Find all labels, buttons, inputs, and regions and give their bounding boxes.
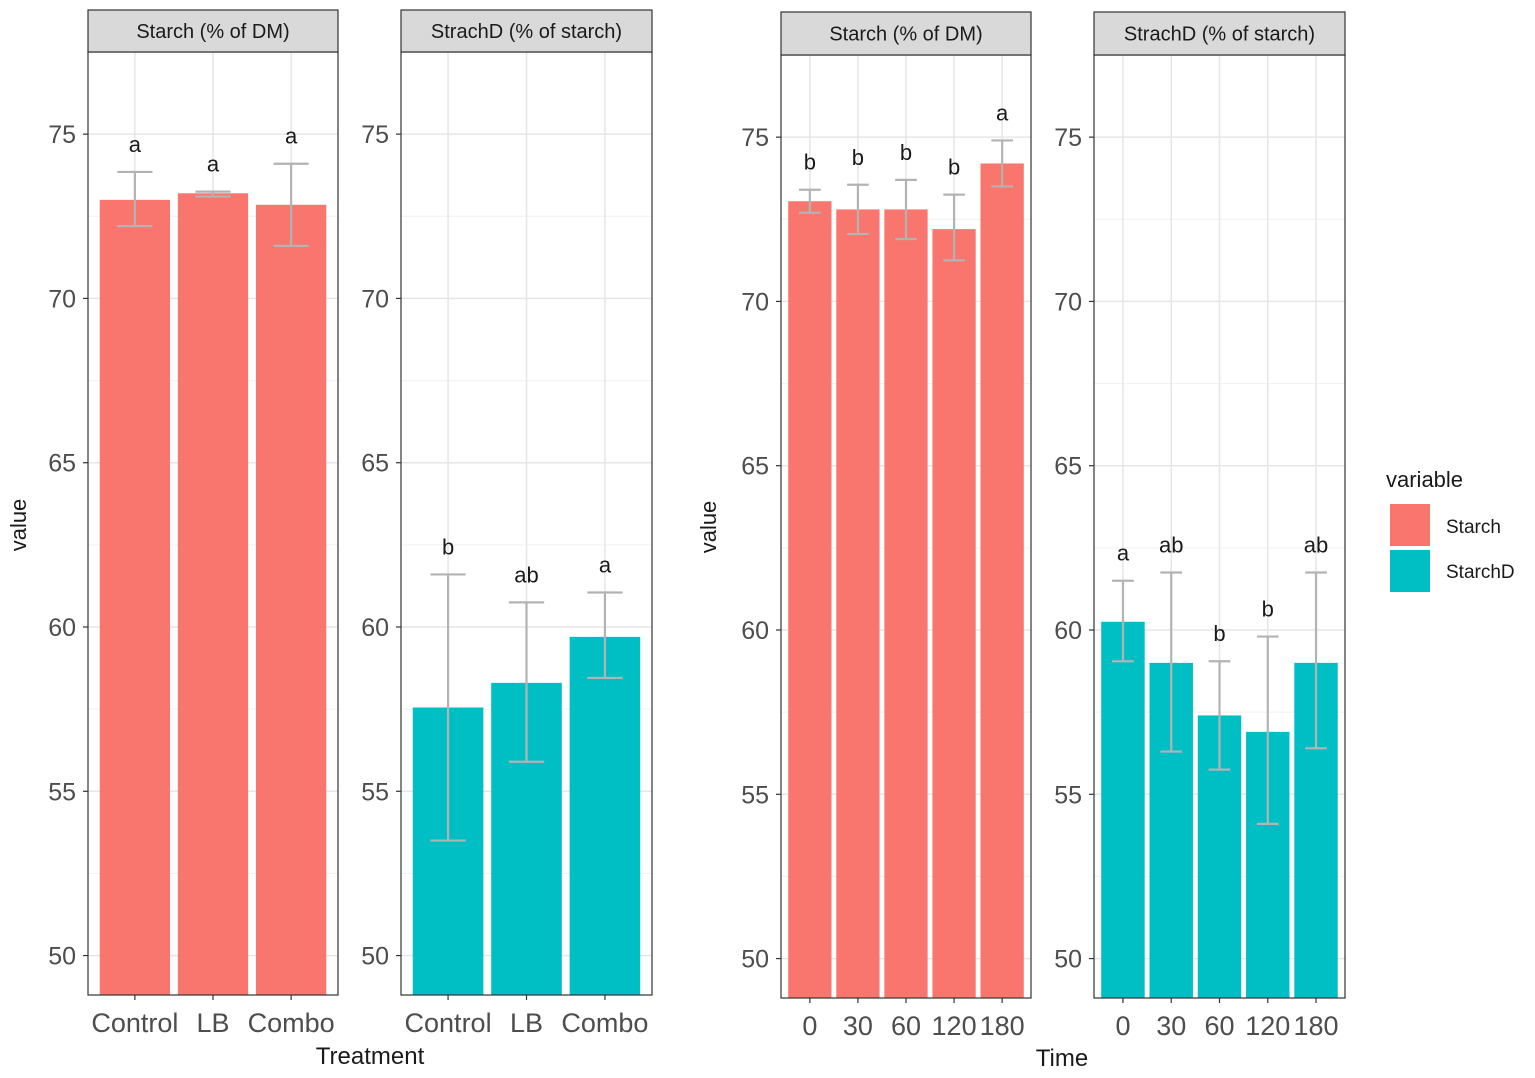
legend-label-starch: Starch bbox=[1446, 517, 1501, 538]
panel4-y-tick-label: 60 bbox=[1054, 617, 1082, 645]
panel4-strip-title: StrachD (% of starch) bbox=[1124, 24, 1315, 46]
panel2-bar-Combo bbox=[569, 636, 641, 995]
panel3-bar-0 bbox=[788, 201, 832, 998]
panel1-significance-letter: a bbox=[207, 152, 220, 177]
legend-label-starchd: StarchD bbox=[1446, 562, 1515, 583]
panel3-y-tick-label: 65 bbox=[741, 453, 769, 481]
panel3-x-tick-label: 180 bbox=[980, 1011, 1025, 1041]
panel3-significance-letter: b bbox=[804, 150, 816, 175]
panel4-significance-letter: a bbox=[1117, 541, 1130, 566]
panel3-x-tick-label: 0 bbox=[802, 1011, 817, 1041]
panel4-x-tick-label: 0 bbox=[1115, 1011, 1130, 1041]
panel1-x-tick-label: Combo bbox=[248, 1008, 335, 1038]
panel4-x-tick-label: 180 bbox=[1294, 1011, 1339, 1041]
panel1-y-tick-label: 55 bbox=[48, 778, 76, 806]
panel2-x-tick-label: LB bbox=[510, 1008, 543, 1038]
panel1-strip-title: Starch (% of DM) bbox=[136, 21, 289, 43]
panel2-y-tick-label: 70 bbox=[361, 285, 389, 313]
panel1-y-tick-label: 60 bbox=[48, 614, 76, 642]
panel3-x-tick-label: 60 bbox=[891, 1011, 921, 1041]
panel3-x-tick-label: 30 bbox=[843, 1011, 873, 1041]
panel3-strip-title: Starch (% of DM) bbox=[829, 24, 982, 46]
panel2-y-tick-label: 50 bbox=[361, 943, 389, 971]
panel1-bar-LB bbox=[177, 193, 249, 996]
panel4-y-tick-label: 75 bbox=[1054, 124, 1082, 152]
panel2-y-tick-label: 65 bbox=[361, 450, 389, 478]
panel3-y-tick-label: 50 bbox=[741, 946, 769, 974]
panel1-y-tick-label: 50 bbox=[48, 943, 76, 971]
panel4-x-tick-label: 120 bbox=[1245, 1011, 1290, 1041]
panel2-significance-letter: b bbox=[442, 534, 454, 559]
panel1-y-tick-label: 75 bbox=[48, 121, 76, 149]
panel3-bar-120 bbox=[932, 229, 976, 999]
right-x-axis-title: Time bbox=[1036, 1045, 1088, 1072]
legend-swatch-starch bbox=[1390, 504, 1430, 546]
panel4-significance-letter: b bbox=[1262, 597, 1274, 622]
panel1-x-tick-label: LB bbox=[196, 1008, 229, 1038]
panel2-x-tick-label: Control bbox=[405, 1008, 492, 1038]
panel3-y-tick-label: 60 bbox=[741, 617, 769, 645]
panel3-significance-letter: a bbox=[996, 100, 1009, 125]
panel2-strip-title: StrachD (% of starch) bbox=[431, 21, 622, 43]
left-y-axis-title: value bbox=[6, 499, 31, 552]
panel4-strip bbox=[1093, 11, 1346, 56]
panel3-bar-30 bbox=[836, 209, 880, 998]
panels-layer: 50 55 60 65 70 75 a a a Starch (% of DM) Control LB… bbox=[48, 9, 1346, 1041]
panel1-y-tick-label: 65 bbox=[48, 450, 76, 478]
legend-title: variable bbox=[1386, 467, 1463, 492]
panel4-x-tick-label: 60 bbox=[1204, 1011, 1234, 1041]
panel1-significance-letter: a bbox=[129, 132, 142, 157]
panel1-x-tick-label: Control bbox=[91, 1008, 178, 1038]
panel4-significance-letter: ab bbox=[1304, 533, 1328, 558]
legend-swatch-starchd bbox=[1390, 550, 1430, 592]
panel4-bar-0 bbox=[1101, 621, 1145, 998]
panel4-y-tick-label: 50 bbox=[1054, 946, 1082, 974]
panel2-significance-letter: ab bbox=[514, 562, 538, 587]
panel4-y-tick-label: 70 bbox=[1054, 288, 1082, 316]
panel2-y-tick-label: 55 bbox=[361, 778, 389, 806]
panel3-strip bbox=[780, 11, 1032, 56]
panel3-significance-letter: b bbox=[948, 155, 960, 180]
panel3-x-tick-label: 120 bbox=[932, 1011, 977, 1041]
panel2-significance-letter: a bbox=[599, 553, 612, 578]
panel3-bar-60 bbox=[884, 209, 928, 998]
panel2-strip bbox=[400, 9, 653, 53]
panel1-bar-Control bbox=[99, 199, 171, 995]
panel4-x-tick-label: 30 bbox=[1156, 1011, 1186, 1041]
panel3-y-tick-label: 55 bbox=[741, 781, 769, 809]
panel3-bar-180 bbox=[980, 163, 1024, 998]
panel1-bar-Combo bbox=[255, 204, 327, 996]
panel1-strip bbox=[87, 9, 339, 53]
panel3-significance-letter: b bbox=[852, 145, 864, 170]
panel4-significance-letter: ab bbox=[1159, 533, 1183, 558]
panel3-y-tick-label: 75 bbox=[741, 124, 769, 152]
panel4-y-tick-label: 55 bbox=[1054, 781, 1082, 809]
panel3-significance-letter: b bbox=[900, 140, 912, 165]
panel4-significance-letter: b bbox=[1213, 621, 1225, 646]
panel2-y-tick-label: 75 bbox=[361, 121, 389, 149]
panel1-significance-letter: a bbox=[285, 124, 298, 149]
panel1-y-tick-label: 70 bbox=[48, 285, 76, 313]
panel3-y-tick-label: 70 bbox=[741, 288, 769, 316]
panel4-y-tick-label: 65 bbox=[1054, 453, 1082, 481]
right-y-axis-title: value bbox=[696, 501, 721, 554]
panel2-y-tick-label: 60 bbox=[361, 614, 389, 642]
panel2-x-tick-label: Combo bbox=[561, 1008, 648, 1038]
legend: variable Starch StarchD bbox=[1386, 467, 1515, 592]
left-x-axis-title: Treatment bbox=[316, 1043, 425, 1070]
